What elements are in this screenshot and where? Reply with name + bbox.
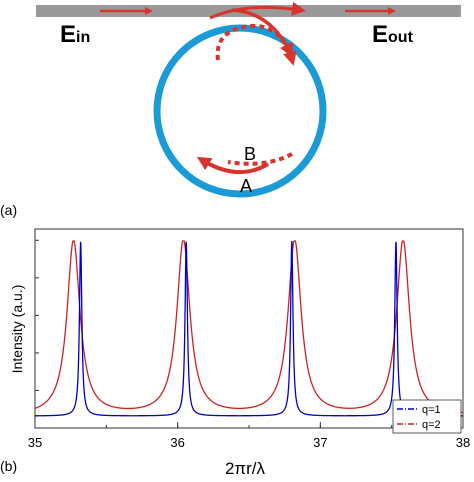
ring-resonator	[153, 24, 327, 198]
coupling-arrow-dashed	[215, 23, 297, 66]
panel-a-label: (a)	[0, 202, 17, 218]
e-out-main: E	[372, 21, 388, 48]
series-line-q2	[34, 240, 464, 414]
y-axis-label: Intensity (a.u.)	[9, 285, 25, 374]
label-A: A	[240, 176, 252, 196]
arrow-B	[227, 152, 293, 166]
e-out-label: Eout	[372, 21, 414, 48]
legend-label-q2: q=2	[422, 419, 441, 431]
panel-a: B A Ein Eout (a)	[0, 1, 461, 218]
arrow-A	[196, 156, 270, 175]
series-layer	[34, 240, 464, 417]
x-axis-label: 2πr/λ	[225, 459, 266, 478]
waveguide	[36, 5, 461, 17]
plot-frame	[34, 228, 464, 429]
legend-label-q1: q=1	[422, 404, 441, 416]
x-tick-labels: 35 36 37 38	[28, 435, 470, 450]
panel-b: 35 36 37 38 Intensity (a.u.) 2πr/λ (b) q=1 …	[0, 228, 470, 478]
x-tick-label: 36	[170, 435, 184, 450]
legend: q=1 q=2	[392, 399, 462, 434]
coupling-arrow-into-ring	[231, 8, 293, 58]
e-in-main: E	[60, 21, 76, 48]
label-B: B	[244, 144, 256, 164]
e-out-sub: out	[388, 29, 414, 46]
coupling-arrow-through	[209, 1, 306, 20]
e-in-sub: in	[76, 29, 90, 46]
x-tick-label: 38	[456, 435, 470, 450]
series-line-q1	[34, 240, 463, 417]
tick-marks	[34, 239, 464, 428]
x-tick-label: 37	[313, 435, 327, 450]
panel-b-label: (b)	[0, 458, 17, 474]
x-tick-label: 35	[28, 435, 42, 450]
legend-box	[392, 399, 462, 434]
e-in-label: Ein	[60, 21, 90, 48]
